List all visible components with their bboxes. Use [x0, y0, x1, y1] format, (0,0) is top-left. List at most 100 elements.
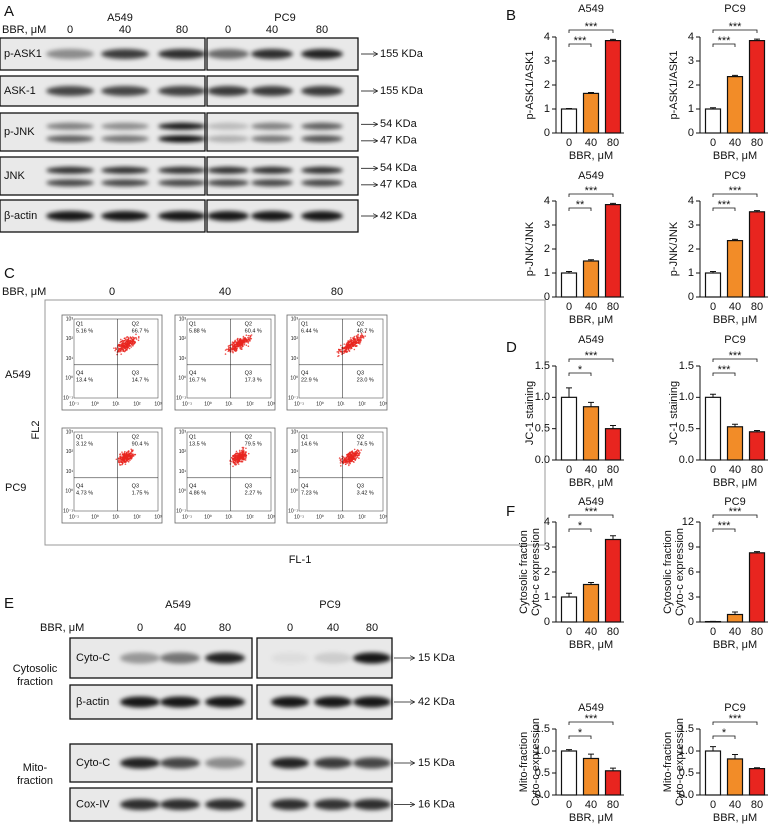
flow-event	[340, 344, 342, 347]
blot-band	[120, 696, 160, 708]
significance-label: ***	[585, 21, 599, 33]
flow-event	[349, 452, 352, 455]
dose-label: 40	[266, 24, 278, 36]
flow-event	[123, 337, 126, 340]
significance-label: ***	[729, 506, 743, 518]
flow-event	[346, 343, 348, 346]
flow-event	[237, 463, 240, 465]
error-bar	[754, 767, 760, 769]
flow-event	[345, 348, 348, 351]
y-tick-label: 10²	[179, 336, 187, 342]
flow-event	[345, 457, 348, 459]
flow-event	[231, 349, 234, 351]
x-tick-label: 0	[566, 301, 572, 313]
y-tick-label: 1.5	[679, 360, 694, 372]
flow-event	[129, 452, 132, 454]
blot-band	[46, 86, 94, 96]
flow-event	[358, 457, 360, 459]
y-axis-label: JC-1 staining	[668, 381, 680, 445]
y-tick-label: 10¹	[66, 356, 74, 362]
blot-band	[301, 49, 343, 59]
y-tick-label: 10⁰	[290, 376, 298, 382]
flow-event	[342, 456, 345, 459]
flow-event	[237, 461, 240, 464]
x-tick-label: 0	[710, 464, 716, 476]
flow-event	[244, 452, 247, 454]
blot-band	[46, 49, 94, 59]
flow-event	[247, 452, 250, 455]
flow-event	[130, 346, 133, 348]
blot-band	[120, 799, 160, 810]
y-tick-label: 3	[688, 219, 694, 231]
x-tick-label: 80	[607, 799, 619, 811]
size-label: 155 KDa	[380, 85, 424, 97]
flow-plot	[286, 427, 388, 524]
x-tick-label: 10¹	[225, 401, 233, 407]
y-axis-label: Cyto-c expression	[530, 528, 542, 616]
significance-bracket	[712, 721, 758, 725]
blot-band	[353, 757, 391, 769]
significance-bracket	[712, 358, 758, 362]
flow-event	[122, 453, 124, 455]
dose-label: 40	[119, 24, 131, 36]
dose-label: 80	[331, 286, 343, 298]
blot-band	[46, 211, 94, 221]
bar	[704, 272, 722, 298]
blot-frame	[0, 112, 206, 152]
significance-label: ***	[574, 35, 588, 47]
flow-event	[347, 340, 349, 342]
flow-event	[347, 454, 350, 457]
dose-label: 40	[219, 286, 231, 298]
flow-axes	[186, 318, 272, 399]
quadrant-label: Q2	[245, 321, 252, 327]
flow-event	[361, 336, 364, 339]
flow-event	[350, 342, 353, 344]
size-label: 42 KDa	[380, 210, 418, 222]
flow-event	[248, 337, 250, 339]
blot-frame	[206, 156, 359, 196]
blot-band	[120, 757, 160, 769]
significance-label: ***	[585, 185, 599, 197]
quadrant-percent: 1.75 %	[132, 490, 149, 496]
flow-event	[242, 446, 245, 449]
flow-event	[245, 334, 248, 336]
x-tick-label: 80	[607, 464, 619, 476]
flow-event	[133, 340, 136, 343]
flow-event	[236, 460, 239, 462]
group-label: Cytosolic	[13, 663, 58, 675]
y-axis-label: JC-1 staining	[524, 381, 536, 445]
error-bar	[710, 393, 716, 398]
y-tick-label: 2	[544, 79, 550, 91]
quadrant-label: Q2	[132, 321, 139, 327]
flow-event	[336, 351, 339, 353]
y-tick-label: 3	[544, 219, 550, 231]
flow-event	[347, 347, 350, 350]
flow-event	[123, 340, 125, 342]
flow-event	[361, 334, 364, 337]
treatment-label: BBR, μM	[2, 24, 46, 36]
blot-band	[301, 166, 343, 174]
flow-event	[130, 455, 133, 458]
flow-event	[230, 456, 233, 459]
y-tick-label: 1.0	[679, 391, 694, 403]
flow-axes	[186, 431, 272, 512]
flow-event	[241, 340, 244, 343]
significance-bracket	[568, 528, 592, 532]
blot-band	[251, 166, 293, 174]
flow-event	[241, 348, 243, 350]
blot-band	[101, 166, 149, 174]
flow-event	[354, 345, 357, 347]
flow-event	[227, 348, 230, 351]
x-tick-label: 10⁰	[316, 514, 324, 520]
flow-event	[119, 349, 122, 351]
flow-event	[121, 460, 123, 463]
quadrant-label: Q3	[357, 483, 364, 489]
bar	[726, 240, 744, 298]
flow-event	[343, 343, 346, 345]
x-tick-label: 40	[729, 626, 741, 638]
chart-title: A549	[578, 3, 604, 15]
y-tick-label: 0.0	[535, 454, 550, 466]
y-tick-label: 10²	[179, 449, 187, 455]
flow-event	[235, 343, 238, 346]
flow-event	[124, 343, 127, 346]
